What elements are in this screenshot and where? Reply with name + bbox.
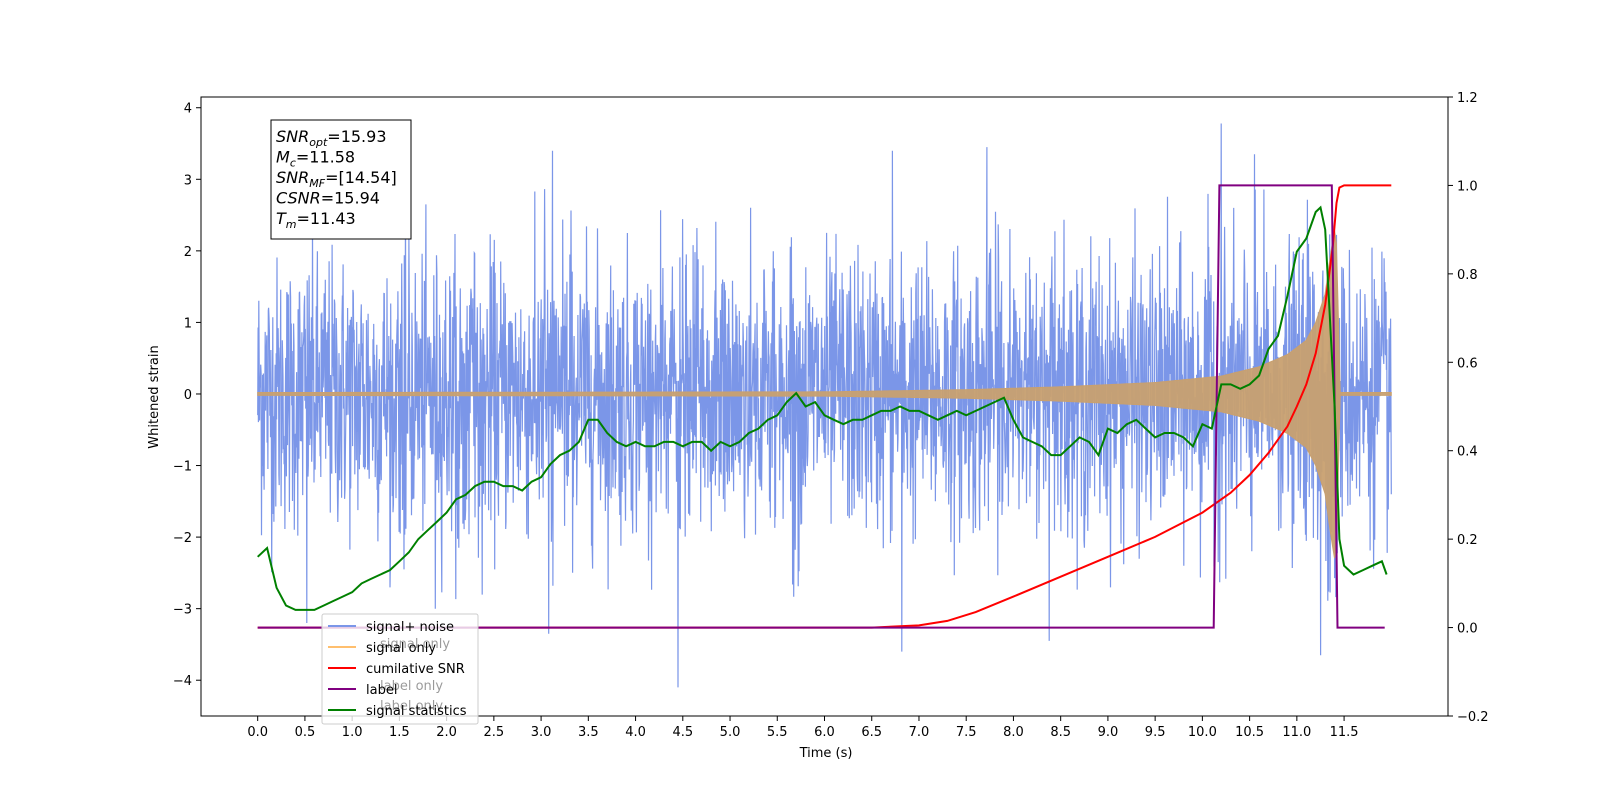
x-tick-label: 8.5	[1050, 725, 1071, 740]
annotation-line: CSNR=15.94	[276, 189, 380, 208]
y-tick-label: 0	[184, 388, 192, 403]
legend-label: signal statistics	[366, 704, 467, 719]
stats-annotation: SNRopt=15.93Mc=11.58SNRMF=[14.54]CSNR=15…	[270, 119, 412, 240]
series-signal-statistics	[257, 205, 1388, 611]
legend-ghost-text: label only	[380, 679, 443, 694]
y-tick-label: −1	[173, 460, 192, 475]
x-axis-label: Time (s)	[799, 746, 853, 761]
y-tick-label: −4	[173, 674, 192, 689]
x-tick-label: 7.0	[909, 725, 930, 740]
x-tick-label: 8.0	[1003, 725, 1024, 740]
y-tick-label: 3	[184, 173, 192, 188]
annotation-line: Mc=11.58	[276, 148, 355, 170]
annotation-line: SNRMF=[14.54]	[276, 168, 397, 190]
x-tick-label: 0.5	[295, 725, 316, 740]
y2-tick-label: 0.0	[1457, 622, 1478, 637]
x-tick-label: 3.5	[578, 725, 599, 740]
legend-label: cumilative SNR	[366, 662, 465, 677]
x-tick-label: 9.5	[1145, 725, 1166, 740]
y-tick-label: 2	[184, 245, 192, 260]
x-tick-label: 2.0	[436, 725, 457, 740]
legend-label: label	[366, 683, 397, 698]
y-tick-label: −2	[173, 531, 192, 546]
y-tick-label: 4	[184, 102, 192, 117]
x-tick-label: 4.0	[625, 725, 646, 740]
x-tick-label: 11.0	[1282, 725, 1311, 740]
annotation-line: SNRopt=15.93	[276, 127, 387, 149]
annotation-line: Tm=11.43	[276, 209, 356, 231]
legend-label: signal+ noise	[366, 620, 454, 635]
y2-tick-label: 0.8	[1457, 268, 1478, 283]
y2-tick-label: 1.2	[1457, 91, 1478, 106]
x-tick-label: 7.5	[956, 725, 977, 740]
x-tick-label: 10.5	[1235, 725, 1264, 740]
x-tick-label: 10.0	[1188, 725, 1217, 740]
series-cumulative-snr	[257, 184, 1392, 629]
legend-ghost-text: label only	[380, 699, 443, 714]
x-tick-label: 11.5	[1330, 725, 1359, 740]
x-tick-label: 5.5	[767, 725, 788, 740]
y2-tick-label: 0.4	[1457, 445, 1478, 460]
legend-label: signal only	[366, 641, 436, 656]
series-label	[257, 184, 1385, 629]
x-tick-label: 9.0	[1098, 725, 1119, 740]
x-tick-label: 1.0	[342, 725, 363, 740]
x-tick-label: 4.5	[672, 725, 693, 740]
x-tick-label: 1.5	[389, 725, 410, 740]
legend: signal only label only label only signal+ n…	[321, 613, 479, 725]
y-tick-label: −3	[173, 603, 192, 618]
x-tick-label: 6.5	[861, 725, 882, 740]
annotation-frame	[270, 119, 412, 240]
y-axis-label: Whitened strain	[147, 345, 162, 448]
legend-ghost-text: signal only	[380, 637, 450, 652]
y2-tick-label: 0.2	[1457, 533, 1478, 548]
plot-layer	[257, 123, 1392, 688]
y2-tick-label: 0.6	[1457, 356, 1478, 371]
y2-tick-label: −0.2	[1457, 710, 1489, 725]
y-tick-label: 1	[184, 316, 192, 331]
axes-layer: 0.0 0.5 1.0 1.5 2.0 2.5 3.0 3.5 4.0 4.5 5.0 5.5 6.0 6…	[173, 91, 1489, 740]
y2-tick-label: 1.0	[1457, 179, 1478, 194]
x-tick-label: 3.0	[531, 725, 552, 740]
series-signal-only	[257, 229, 1392, 559]
x-tick-label: 5.0	[720, 725, 741, 740]
x-tick-label: 6.0	[814, 725, 835, 740]
legend-frame	[321, 613, 479, 725]
x-tick-label: 0.0	[247, 725, 268, 740]
x-tick-label: 2.5	[484, 725, 505, 740]
